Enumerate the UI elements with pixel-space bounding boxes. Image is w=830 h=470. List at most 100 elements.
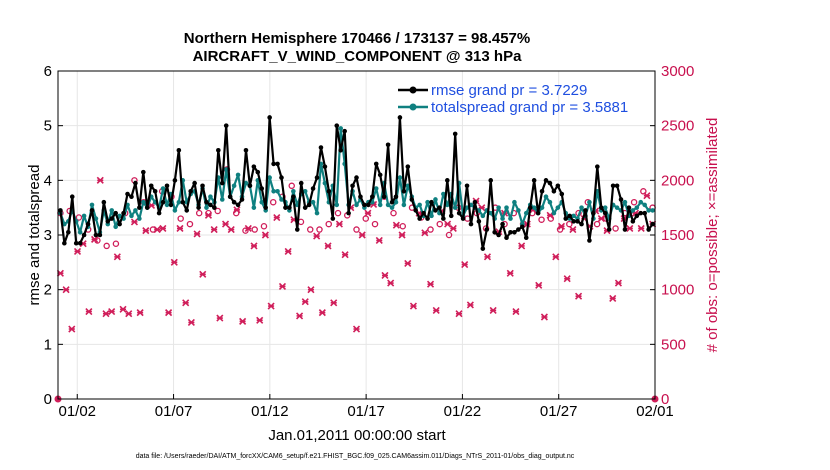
obs-assimilated-point [375, 236, 383, 245]
rmse-point [125, 191, 130, 197]
rmse-point [196, 205, 201, 210]
rmse-point [326, 188, 332, 194]
rmse-point [559, 191, 565, 197]
rmse-point [160, 199, 166, 205]
rmse-point [389, 199, 395, 205]
rmse-point [212, 205, 217, 210]
rmse-point [441, 216, 446, 221]
rmse-point [306, 202, 312, 208]
rmse-point [109, 216, 115, 221]
obs-assimilated-point [91, 235, 99, 243]
totalspread-point [377, 202, 383, 208]
rmse-point [437, 205, 442, 210]
obs-assimilated-point [461, 260, 469, 269]
rmse-point [520, 224, 525, 230]
rmse-point [279, 175, 284, 180]
obs-assimilated-point [643, 192, 651, 200]
totalspread-point [504, 205, 509, 210]
rmse-point [373, 161, 379, 167]
totalspread-point [539, 205, 545, 210]
rmse-point [555, 183, 561, 189]
obs-assimilated-point [455, 310, 463, 318]
obs-assimilated-point [364, 209, 372, 217]
totalspread-point [433, 197, 438, 202]
rmse-point [330, 216, 336, 221]
obs-assimilated-point [85, 307, 93, 316]
obs-possible-point [353, 226, 360, 233]
obs-assimilated-point [552, 253, 560, 261]
rmse-point [66, 229, 71, 235]
totalspread-point [500, 216, 505, 221]
obs-possible-point [214, 207, 221, 215]
y-left-tick-label: 3 [44, 227, 52, 244]
grid [58, 70, 656, 400]
obs-possible-point [103, 242, 110, 250]
rmse-point [409, 197, 415, 202]
rmse-point [618, 197, 624, 202]
obs-assimilated-point [159, 224, 167, 233]
totalspread-point [117, 213, 122, 219]
totalspread-point [259, 199, 265, 205]
obs-assimilated-point [273, 213, 281, 222]
rmse-point [484, 227, 490, 232]
rmse-point [354, 175, 359, 180]
totalspread-point [81, 213, 87, 219]
rmse-point [231, 199, 237, 205]
obs-assimilated-point [341, 251, 349, 259]
x-tick-label: 01/12 [251, 403, 289, 420]
rmse-point [401, 188, 407, 194]
obs-assimilated-point [614, 279, 622, 287]
rmse-point [429, 199, 434, 205]
totalspread-point [109, 208, 115, 213]
obs-possible-point [371, 220, 379, 228]
rmse-point [579, 221, 584, 227]
x-tick-label: 01/07 [155, 403, 193, 420]
rmse-point [468, 221, 474, 227]
rmse-point [591, 210, 596, 216]
obs-assimilated-point [609, 294, 617, 302]
obs-assimilated-point [535, 281, 543, 289]
rmse-point [168, 202, 174, 208]
rmse-point [188, 188, 193, 194]
obs-assimilated-point [113, 253, 121, 261]
totalspread-point [204, 205, 209, 210]
x-tick-label: 02/01 [636, 403, 674, 420]
totalspread-point [488, 210, 494, 216]
obs-assimilated-point [540, 313, 548, 321]
totalspread-point [512, 199, 517, 205]
rmse-point [346, 210, 351, 216]
rmse-point [62, 240, 67, 246]
obs-assimilated-point [307, 286, 315, 294]
obs-assimilated-point [483, 253, 492, 261]
rmse-point [413, 208, 419, 213]
y-right-tick-label: 3000 [661, 63, 694, 80]
rmse-point [445, 178, 450, 183]
rmse-point [263, 205, 268, 210]
totalspread-point [614, 205, 620, 210]
obs-possible-point [566, 220, 573, 228]
rmse-point [294, 227, 300, 232]
totalspread-point [551, 210, 557, 216]
totalspread-point [508, 216, 513, 221]
legend-rmse-marker [409, 86, 417, 94]
rmse-point [504, 235, 509, 241]
rmse-point [101, 199, 107, 205]
obs-assimilated-point [318, 309, 326, 317]
y-left-tick-label: 4 [44, 172, 52, 189]
totalspread-point [354, 202, 359, 208]
x-tick-label: 01/17 [347, 403, 385, 420]
y-axis-right: 0 500 1000 1500 2000 2500 3000 [650, 63, 694, 408]
totalspread-point [646, 208, 651, 213]
rmse-point [638, 210, 644, 216]
totalspread-point [93, 216, 99, 221]
rmse-point [350, 183, 355, 189]
totalspread-point [587, 199, 592, 205]
rmse-point [630, 219, 636, 224]
rmse-point [567, 213, 572, 219]
rmse-point [251, 164, 257, 169]
totalspread-point [602, 205, 608, 210]
y-left-tick-label: 0 [44, 391, 52, 408]
rmse-point [184, 208, 190, 213]
obs-assimilated-point [506, 269, 514, 277]
rmse-point [598, 205, 604, 210]
